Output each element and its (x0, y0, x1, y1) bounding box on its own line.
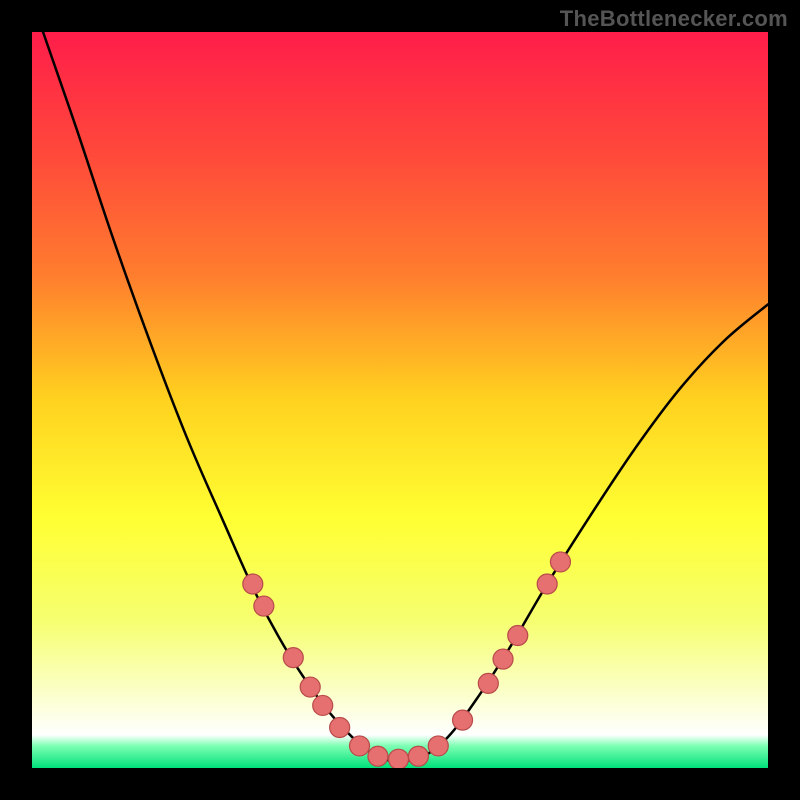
plot-area (32, 32, 768, 769)
data-marker (537, 574, 557, 594)
data-marker (300, 677, 320, 697)
data-marker (368, 746, 388, 766)
stage: TheBottlenecker.com (0, 0, 800, 800)
data-marker (254, 596, 274, 616)
data-marker (478, 673, 498, 693)
chart-svg (0, 0, 800, 800)
data-marker (428, 736, 448, 756)
data-marker (508, 626, 528, 646)
data-marker (350, 736, 370, 756)
data-marker (453, 710, 473, 730)
data-marker (330, 718, 350, 738)
data-marker (493, 649, 513, 669)
watermark-text: TheBottlenecker.com (560, 6, 788, 32)
data-marker (283, 648, 303, 668)
data-marker (550, 552, 570, 572)
data-marker (408, 746, 428, 766)
data-marker (313, 695, 333, 715)
data-marker (243, 574, 263, 594)
data-marker (389, 749, 409, 769)
gradient-background (32, 32, 768, 768)
